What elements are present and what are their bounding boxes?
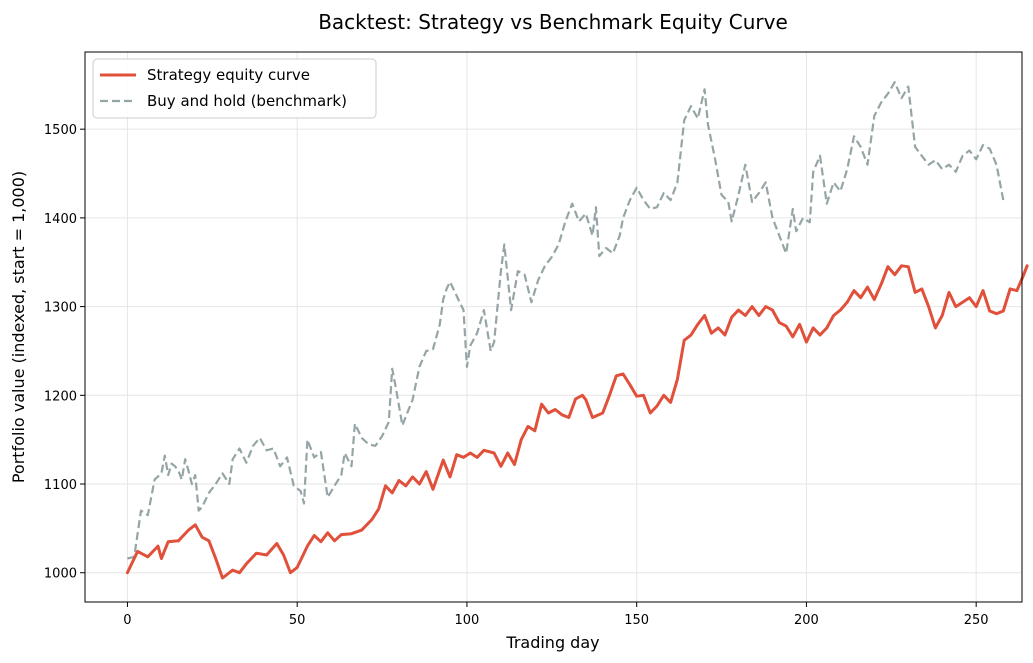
y-tick-label: 1000 [44, 567, 77, 582]
x-axis-label: Trading day [505, 633, 599, 652]
series-lines [125, 81, 1029, 580]
x-tick-label: 100 [455, 613, 480, 628]
y-tick-label: 1200 [44, 389, 77, 404]
x-tick-label: 250 [964, 613, 989, 628]
y-tick-label: 1500 [44, 123, 77, 138]
x-axis: 0 50 100 150 200 250 [123, 602, 989, 628]
benchmark-line [127, 81, 1005, 560]
legend-box [92, 58, 377, 119]
strategy-line [125, 264, 1029, 580]
legend: Strategy equity curve Buy and hold (benc… [92, 58, 377, 119]
chart-title: Backtest: Strategy vs Benchmark Equity C… [318, 10, 788, 34]
legend-label-benchmark: Buy and hold (benchmark) [147, 92, 347, 110]
x-tick-label: 150 [624, 613, 649, 628]
legend-label-strategy: Strategy equity curve [147, 66, 310, 84]
grid [85, 52, 1022, 602]
y-axis-label: Portfolio value (indexed, start = 1,000) [9, 171, 28, 483]
y-tick-label: 1400 [44, 212, 77, 227]
x-tick-label: 0 [123, 613, 131, 628]
y-tick-label: 1100 [44, 478, 77, 493]
x-tick-label: 200 [794, 613, 819, 628]
y-tick-label: 1300 [44, 301, 77, 316]
plot-frame [84, 51, 1023, 603]
y-axis: 1000 1100 1200 1300 1400 1500 [44, 123, 85, 582]
x-tick-label: 50 [289, 613, 306, 628]
